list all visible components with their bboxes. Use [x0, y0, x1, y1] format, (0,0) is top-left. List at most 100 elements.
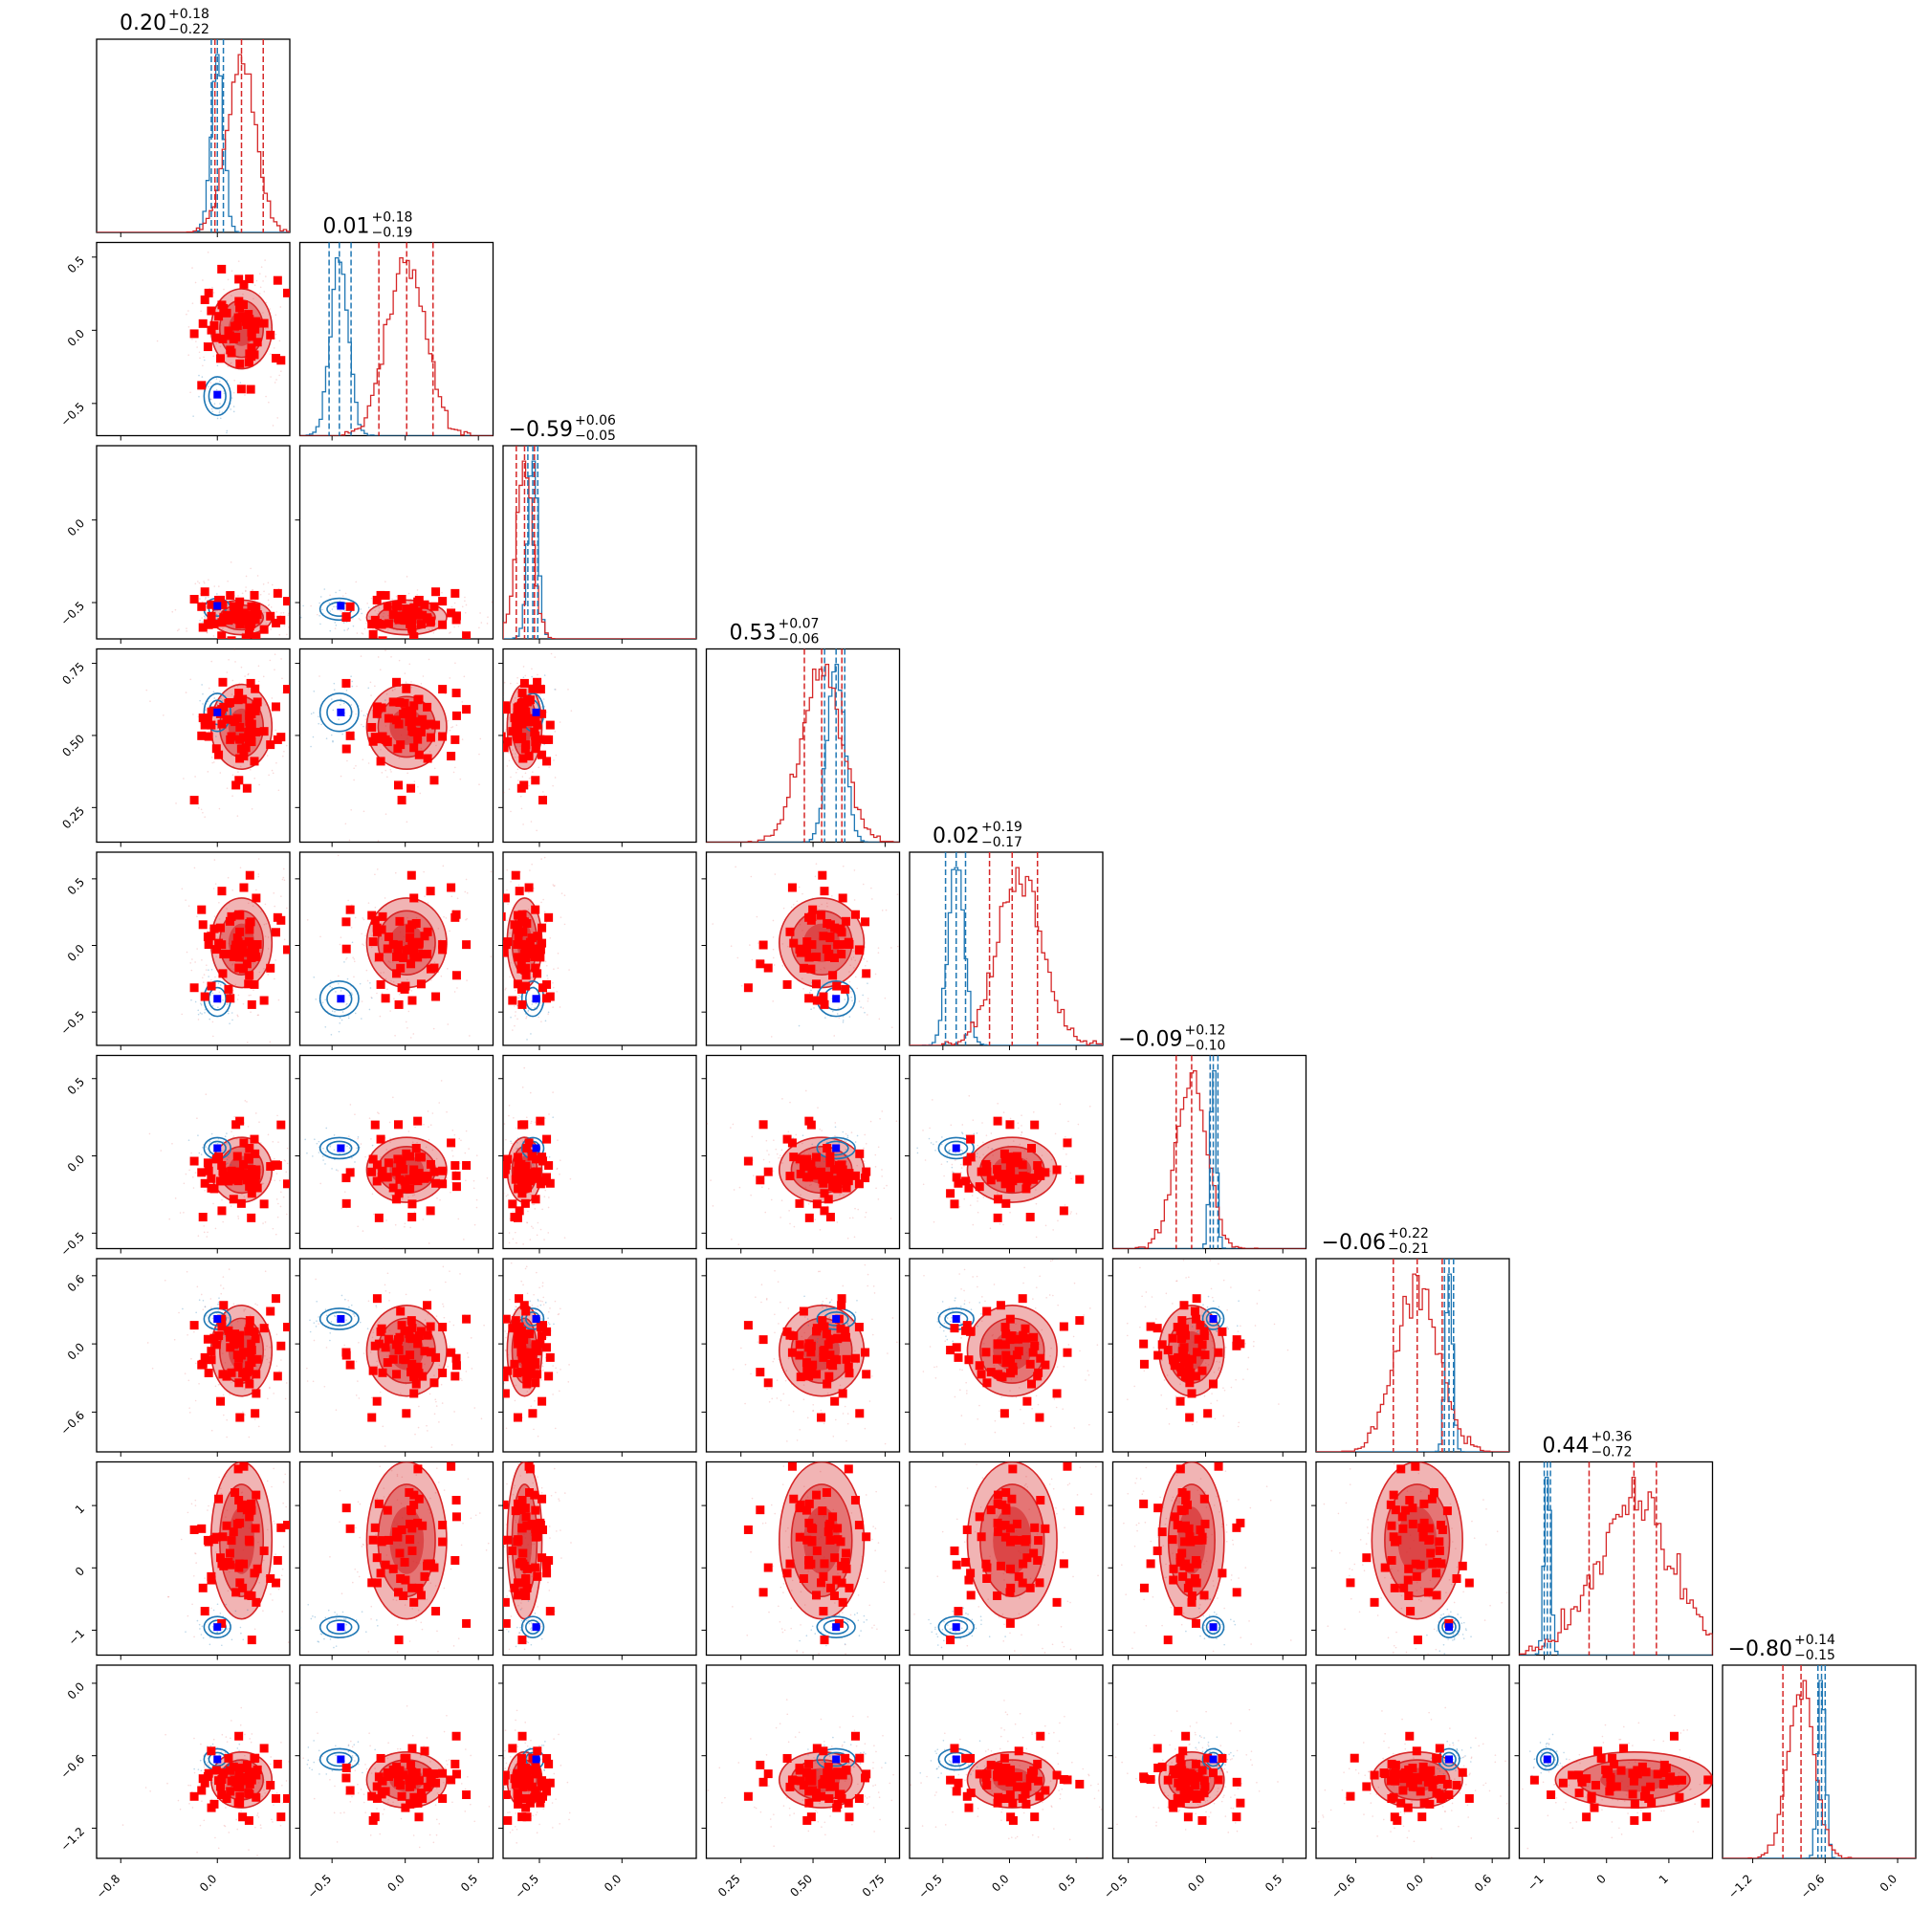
- sample-point: [289, 717, 290, 719]
- scatter-marker: [862, 969, 871, 978]
- scatter-marker: [245, 1144, 254, 1153]
- scatter-marker: [200, 1178, 209, 1188]
- scatter-marker: [517, 719, 527, 729]
- scatter-marker: [266, 740, 275, 750]
- scatter-marker: [406, 1368, 416, 1377]
- sample-point-b: [375, 1305, 378, 1306]
- sample-point: [244, 590, 247, 593]
- sample-point: [435, 1157, 438, 1160]
- scatter-marker: [395, 698, 405, 708]
- sample-point: [772, 1360, 775, 1363]
- sample-point: [557, 952, 560, 955]
- sample-point: [732, 1368, 735, 1371]
- sample-point: [422, 675, 425, 677]
- sample-point-b: [546, 975, 548, 977]
- scatter-marker: [538, 1331, 547, 1341]
- sample-point: [515, 1306, 516, 1307]
- sample-point: [362, 810, 365, 813]
- sample-point: [277, 1141, 279, 1143]
- sample-point: [475, 1206, 478, 1209]
- sample-point: [394, 871, 397, 874]
- panel-5-2: [498, 1054, 697, 1254]
- sample-point: [871, 1333, 874, 1336]
- scatter-marker: [247, 719, 256, 729]
- scatter-marker: [252, 701, 261, 711]
- sample-point: [231, 774, 234, 777]
- sample-point: [818, 905, 821, 908]
- sample-point: [362, 918, 365, 921]
- sample-point-b: [234, 711, 236, 714]
- sample-point: [549, 936, 552, 939]
- scatter-marker: [517, 1346, 527, 1355]
- sample-point: [765, 1297, 768, 1300]
- sample-point: [190, 1152, 192, 1154]
- scatter-marker: [862, 1370, 871, 1379]
- sample-point: [233, 1115, 236, 1118]
- sample-point: [428, 1393, 431, 1395]
- scatter-marker: [271, 1294, 280, 1304]
- scatter-marker: [414, 750, 424, 759]
- sample-point: [231, 963, 234, 965]
- scatter-marker: [216, 923, 226, 933]
- scatter-marker: [245, 1324, 254, 1333]
- scatter-marker: [232, 1152, 242, 1161]
- sample-point: [788, 1210, 790, 1212]
- scatter-marker: [782, 979, 792, 989]
- sample-point: [450, 1443, 453, 1446]
- sample-point: [814, 1218, 817, 1220]
- sample-point: [181, 888, 184, 890]
- sample-point: [198, 1382, 200, 1385]
- scatter-marker: [247, 1165, 256, 1175]
- scatter-marker: [438, 1368, 448, 1377]
- sample-point: [267, 327, 270, 329]
- scatter-marker: [817, 911, 826, 920]
- sample-point: [837, 1007, 840, 1009]
- scatter-marker: [451, 1171, 461, 1180]
- sample-point: [773, 1357, 776, 1360]
- sample-point-b: [338, 718, 340, 720]
- sample-point: [186, 313, 187, 316]
- sample-point: [405, 1293, 407, 1296]
- scatter-marker: [413, 597, 423, 606]
- sample-point: [191, 338, 193, 340]
- sample-point: [188, 1407, 190, 1409]
- sample-point: [863, 1147, 865, 1150]
- sample-point-b: [217, 1006, 219, 1009]
- sample-point-b: [359, 982, 362, 985]
- scatter-marker: [756, 1368, 765, 1377]
- sample-point: [736, 956, 739, 959]
- scatter-marker: [533, 720, 542, 730]
- sample-point: [450, 726, 452, 729]
- scatter-marker: [527, 933, 537, 943]
- scatter-marker: [226, 591, 235, 601]
- scatter-marker: [804, 1173, 814, 1182]
- sample-point: [498, 662, 500, 664]
- sample-point-b: [226, 1143, 228, 1145]
- scatter-marker: [795, 1198, 804, 1208]
- sample-point: [935, 1366, 938, 1368]
- scatter-marker: [381, 591, 390, 601]
- sample-point-b: [340, 1294, 343, 1297]
- sample-point: [211, 286, 213, 289]
- sample-point: [823, 966, 825, 969]
- sample-point: [292, 1144, 294, 1146]
- sample-point: [544, 1117, 546, 1119]
- sample-point-b: [530, 1033, 532, 1035]
- sample-point: [313, 1339, 316, 1342]
- sample-point: [836, 1368, 839, 1370]
- sample-point: [450, 631, 451, 633]
- sample-point-b: [530, 977, 532, 978]
- sample-point: [1108, 1354, 1109, 1356]
- sample-point: [379, 1350, 381, 1353]
- scatter-marker: [276, 733, 286, 742]
- scatter-marker: [239, 1138, 249, 1148]
- scatter-marker: [247, 953, 256, 962]
- scatter-marker: [372, 1176, 382, 1186]
- scatter-marker: [402, 946, 411, 955]
- sample-point: [853, 869, 856, 871]
- sample-point-b: [182, 1307, 184, 1310]
- sample-point: [1021, 1114, 1022, 1117]
- sample-point: [203, 581, 205, 582]
- scatter-marker: [1008, 1154, 1018, 1164]
- sample-point-b: [801, 1325, 803, 1328]
